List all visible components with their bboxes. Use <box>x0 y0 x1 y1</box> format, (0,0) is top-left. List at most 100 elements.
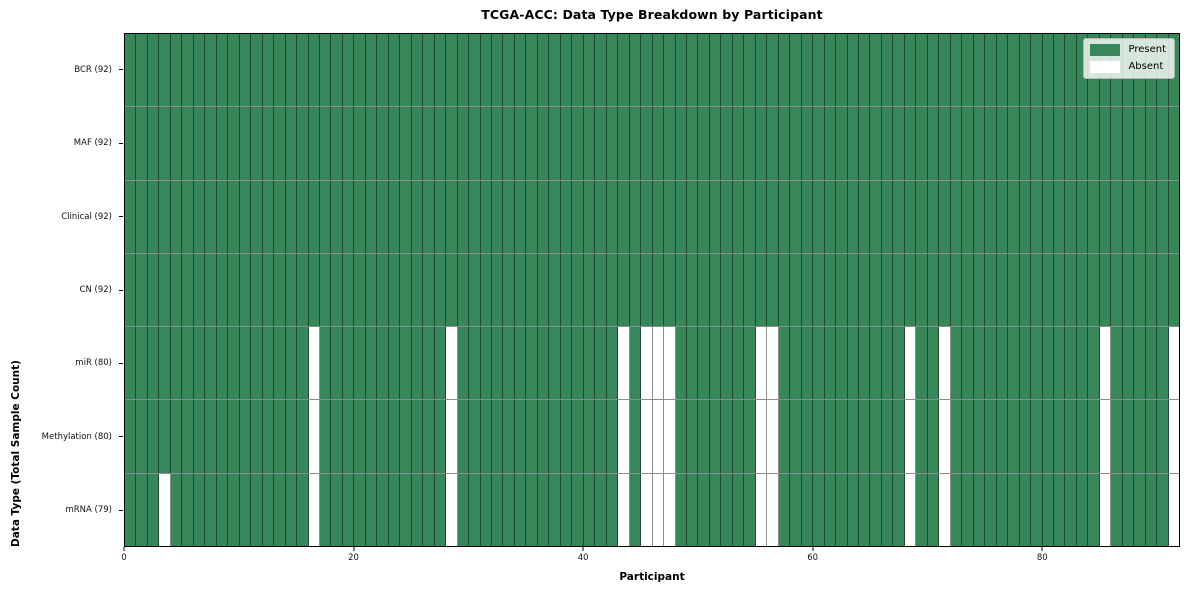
heatmap-cell-present <box>147 473 160 546</box>
heatmap-cell-present <box>342 34 355 107</box>
heatmap-cell-present <box>870 107 882 180</box>
heatmap-cell-present <box>652 107 665 180</box>
heatmap-cell-absent <box>446 473 458 546</box>
heatmap-cell-present <box>560 253 573 327</box>
heatmap-cell-present <box>411 180 424 253</box>
heatmap-cell-absent <box>1168 327 1180 400</box>
heatmap-cell-present <box>778 400 791 473</box>
heatmap-cell-present <box>492 327 504 400</box>
y-tick-mark <box>119 436 123 438</box>
heatmap-cell-present <box>893 253 905 327</box>
heatmap-cell-present <box>1019 400 1032 473</box>
heatmap-cell-present <box>354 180 366 253</box>
heatmap-cell-present <box>824 34 837 107</box>
heatmap-cell-present <box>595 327 607 400</box>
heatmap-cell-present <box>904 253 917 327</box>
heatmap-cell-present <box>893 34 905 107</box>
heatmap-cell-present <box>664 34 676 107</box>
heatmap-cell-present <box>216 473 229 546</box>
heatmap-cell-present <box>767 180 779 253</box>
heatmap-cell-present <box>721 253 733 327</box>
heatmap-cell-absent <box>641 400 653 473</box>
heatmap-cell-present <box>1145 180 1158 253</box>
heatmap-cell-present <box>365 180 378 253</box>
heatmap-cell-present <box>824 107 837 180</box>
heatmap-cell-present <box>629 473 642 546</box>
heatmap-cell-present <box>962 107 974 180</box>
heatmap-cell-present <box>125 400 137 473</box>
heatmap-cell-present <box>480 400 492 473</box>
heatmap-cell-present <box>492 400 504 473</box>
heatmap-cell-present <box>881 253 894 327</box>
heatmap-cell-present <box>469 253 481 327</box>
heatmap-cell-present <box>606 253 619 327</box>
heatmap-cell-present <box>400 473 412 546</box>
heatmap-cell-present <box>1076 327 1089 400</box>
heatmap-cell-present <box>755 180 768 253</box>
heatmap-cell-present <box>365 34 378 107</box>
x-tick-label: 0 <box>121 553 127 563</box>
heatmap-cell-present <box>629 107 642 180</box>
heatmap-cell-present <box>377 107 389 180</box>
heatmap-cell-present <box>813 34 825 107</box>
heatmap-cell-present <box>1019 180 1032 253</box>
heatmap-cell-present <box>985 253 997 327</box>
x-tick-label: 60 <box>807 553 819 563</box>
x-tick-mark <box>1041 547 1043 551</box>
heatmap-cell-present <box>641 34 653 107</box>
heatmap-cell-present <box>629 327 642 400</box>
heatmap-cell-present <box>136 180 148 253</box>
heatmap-cell-present <box>193 473 206 546</box>
heatmap-cell-present <box>1134 107 1146 180</box>
heatmap-cell-present <box>469 107 481 180</box>
heatmap-cell-present <box>1008 253 1020 327</box>
heatmap-cell-present <box>319 34 332 107</box>
heatmap-cell-present <box>813 107 825 180</box>
heatmap-cell-present <box>423 473 435 546</box>
heatmap-cell-present <box>526 180 538 253</box>
heatmap-row <box>125 107 1180 181</box>
heatmap-cell-present <box>904 34 917 107</box>
heatmap-cell-present <box>549 473 561 546</box>
heatmap-cell-present <box>262 107 275 180</box>
heatmap-cell-present <box>526 107 538 180</box>
heatmap-cell-present <box>1065 253 1077 327</box>
heatmap-cell-absent <box>939 473 951 546</box>
heatmap-cell-present <box>916 253 928 327</box>
heatmap-cell-absent <box>755 400 768 473</box>
heatmap-cell-present <box>1031 473 1043 546</box>
heatmap-cell-present <box>790 107 802 180</box>
heatmap-cell-present <box>251 253 263 327</box>
heatmap-cell-present <box>125 34 137 107</box>
heatmap-cell-present <box>664 253 676 327</box>
heatmap-cell-present <box>686 180 699 253</box>
heatmap-cell-present <box>147 107 160 180</box>
heatmap-cell-present <box>136 34 148 107</box>
heatmap-cell-present <box>1157 400 1169 473</box>
heatmap-cell-present <box>606 107 619 180</box>
heatmap-cell-present <box>170 253 183 327</box>
heatmap-cell-present <box>331 327 343 400</box>
heatmap-cell-present <box>721 327 733 400</box>
heatmap-cell-present <box>847 34 859 107</box>
heatmap-cell-present <box>434 180 447 253</box>
heatmap-cell-present <box>262 253 275 327</box>
heatmap-cell-absent <box>641 473 653 546</box>
heatmap-cell-absent <box>664 400 676 473</box>
heatmap-cell-present <box>285 180 298 253</box>
heatmap-cell-present <box>652 253 665 327</box>
heatmap-cell-present <box>1042 473 1054 546</box>
heatmap-cell-present <box>1053 473 1066 546</box>
heatmap-cell-present <box>698 400 710 473</box>
heatmap-cell-present <box>182 473 194 546</box>
heatmap-cell-present <box>744 400 756 473</box>
heatmap-cell-present <box>790 253 802 327</box>
heatmap-cell-present <box>480 107 492 180</box>
heatmap-cell-present <box>996 107 1009 180</box>
heatmap-cell-present <box>1088 253 1100 327</box>
heatmap-cell-present <box>423 180 435 253</box>
heatmap-cell-present <box>583 400 596 473</box>
heatmap-cell-present <box>1031 327 1043 400</box>
heatmap-cell-present <box>904 107 917 180</box>
heatmap-cell-present <box>985 34 997 107</box>
